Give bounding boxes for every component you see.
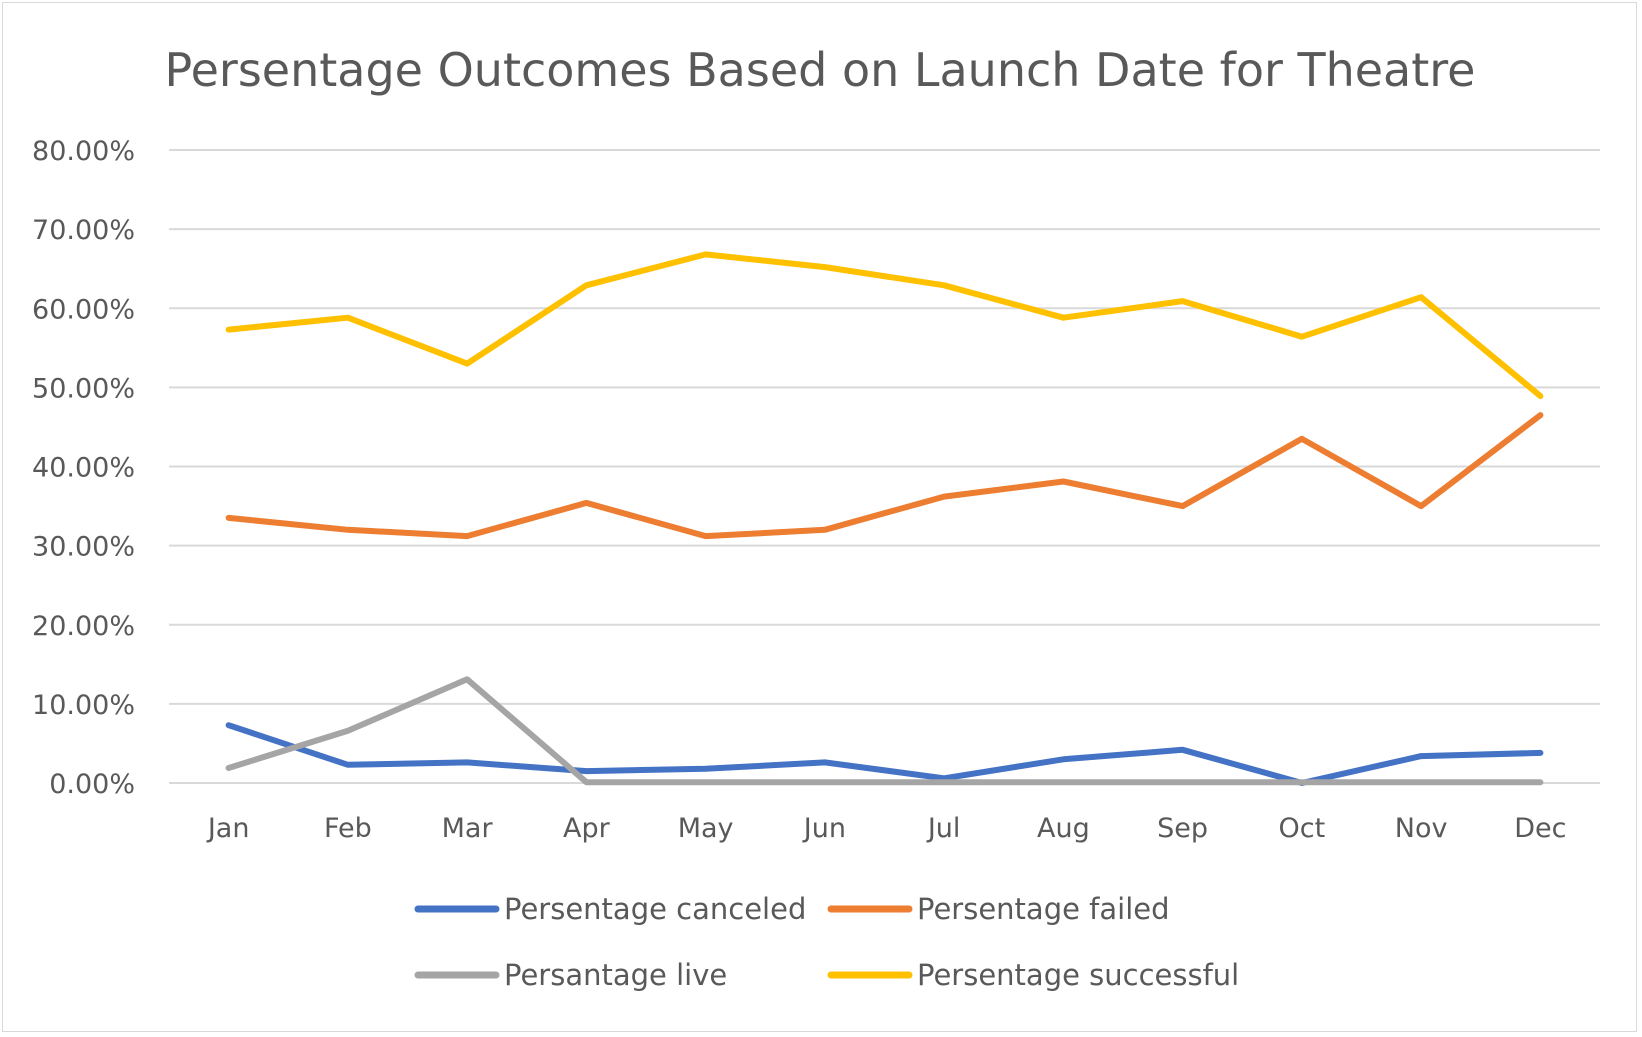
series-lines bbox=[225, 251, 1544, 786]
data-point bbox=[345, 527, 351, 533]
data-point bbox=[1180, 298, 1186, 304]
data-point bbox=[703, 766, 709, 772]
data-point bbox=[583, 500, 589, 506]
data-point bbox=[941, 282, 947, 288]
data-point bbox=[703, 251, 709, 257]
legend-item: Persentage canceled bbox=[414, 892, 806, 926]
data-point bbox=[1060, 756, 1066, 762]
x-tick-label: May bbox=[678, 813, 734, 844]
data-point bbox=[1180, 779, 1186, 785]
data-point bbox=[464, 759, 470, 765]
x-tick-label: Feb bbox=[324, 813, 372, 844]
data-point bbox=[464, 676, 470, 682]
data-point bbox=[226, 722, 232, 728]
data-point bbox=[941, 494, 947, 500]
y-axis-tick-labels: 0.00% 10.00% 20.00% 30.00% 40.00% 50.00% 60.00… bbox=[32, 136, 135, 800]
legend: Persentage canceled Persentage failed Pers… bbox=[414, 892, 1239, 992]
data-point bbox=[1537, 393, 1543, 399]
data-point bbox=[1418, 503, 1424, 509]
data-point bbox=[822, 264, 828, 270]
data-point bbox=[1418, 753, 1424, 759]
data-point bbox=[1537, 412, 1543, 418]
series-group bbox=[225, 251, 1544, 400]
chart-title: Persentage Outcomes Based on Launch Date… bbox=[165, 43, 1476, 97]
data-point bbox=[1537, 750, 1543, 756]
data-point bbox=[345, 315, 351, 321]
data-point bbox=[1180, 747, 1186, 753]
x-tick-label: Mar bbox=[442, 813, 494, 844]
x-tick-label: Jan bbox=[206, 813, 250, 844]
data-point bbox=[1418, 779, 1424, 785]
y-tick-label: 30.00% bbox=[32, 532, 135, 563]
y-tick-label: 20.00% bbox=[32, 611, 135, 642]
legend-label: Persentage successful bbox=[917, 958, 1239, 992]
data-point bbox=[345, 762, 351, 768]
y-tick-label: 80.00% bbox=[32, 136, 135, 167]
legend-item: Persantage live bbox=[414, 958, 727, 992]
data-point bbox=[822, 527, 828, 533]
series-line bbox=[225, 412, 1544, 540]
y-tick-label: 40.00% bbox=[32, 453, 135, 484]
line-chart: Persentage Outcomes Based on Launch Date… bbox=[32, 43, 1600, 992]
data-point bbox=[1537, 779, 1543, 785]
x-tick-label: Oct bbox=[1279, 813, 1326, 844]
x-tick-label: Sep bbox=[1157, 813, 1208, 844]
y-tick-label: 60.00% bbox=[32, 294, 135, 325]
legend-label: Persantage live bbox=[504, 958, 727, 992]
x-tick-label: Jun bbox=[802, 813, 846, 844]
data-point bbox=[226, 515, 232, 521]
data-point bbox=[703, 779, 709, 785]
series-group bbox=[225, 722, 1544, 786]
legend-label: Persentage canceled bbox=[504, 892, 806, 926]
data-point bbox=[583, 779, 589, 785]
data-point bbox=[941, 779, 947, 785]
x-tick-label: Apr bbox=[563, 813, 611, 844]
data-point bbox=[1060, 779, 1066, 785]
data-point bbox=[1060, 315, 1066, 321]
data-point bbox=[703, 533, 709, 539]
data-point bbox=[583, 768, 589, 774]
data-point bbox=[583, 282, 589, 288]
data-point bbox=[1418, 294, 1424, 300]
data-point bbox=[345, 728, 351, 734]
series-line bbox=[225, 251, 1544, 400]
data-point bbox=[822, 759, 828, 765]
data-point bbox=[1299, 779, 1305, 785]
series-line bbox=[225, 676, 1544, 786]
y-tick-label: 0.00% bbox=[49, 769, 135, 800]
data-point bbox=[1180, 503, 1186, 509]
data-point bbox=[464, 533, 470, 539]
data-point bbox=[226, 327, 232, 333]
x-tick-label: Jul bbox=[926, 813, 961, 844]
data-point bbox=[1299, 334, 1305, 340]
series-group bbox=[225, 676, 1544, 786]
series-line bbox=[225, 722, 1544, 786]
data-point bbox=[822, 779, 828, 785]
legend-item: Persentage failed bbox=[827, 892, 1170, 926]
data-point bbox=[1060, 479, 1066, 485]
y-tick-label: 70.00% bbox=[32, 215, 135, 246]
x-tick-label: Dec bbox=[1514, 813, 1566, 844]
x-tick-label: Aug bbox=[1037, 813, 1090, 844]
series-group bbox=[225, 412, 1544, 540]
legend-item: Persentage successful bbox=[827, 958, 1239, 992]
y-tick-label: 50.00% bbox=[32, 373, 135, 404]
x-axis-tick-labels: Jan Feb Mar Apr May Jun Jul Aug Sep Oct Nov Dec bbox=[206, 813, 1567, 844]
x-tick-label: Nov bbox=[1395, 813, 1448, 844]
data-point bbox=[464, 361, 470, 367]
data-point bbox=[1299, 436, 1305, 442]
legend-label: Persentage failed bbox=[917, 892, 1170, 926]
y-tick-label: 10.00% bbox=[32, 690, 135, 721]
data-point bbox=[226, 765, 232, 771]
gridlines bbox=[169, 149, 1600, 784]
